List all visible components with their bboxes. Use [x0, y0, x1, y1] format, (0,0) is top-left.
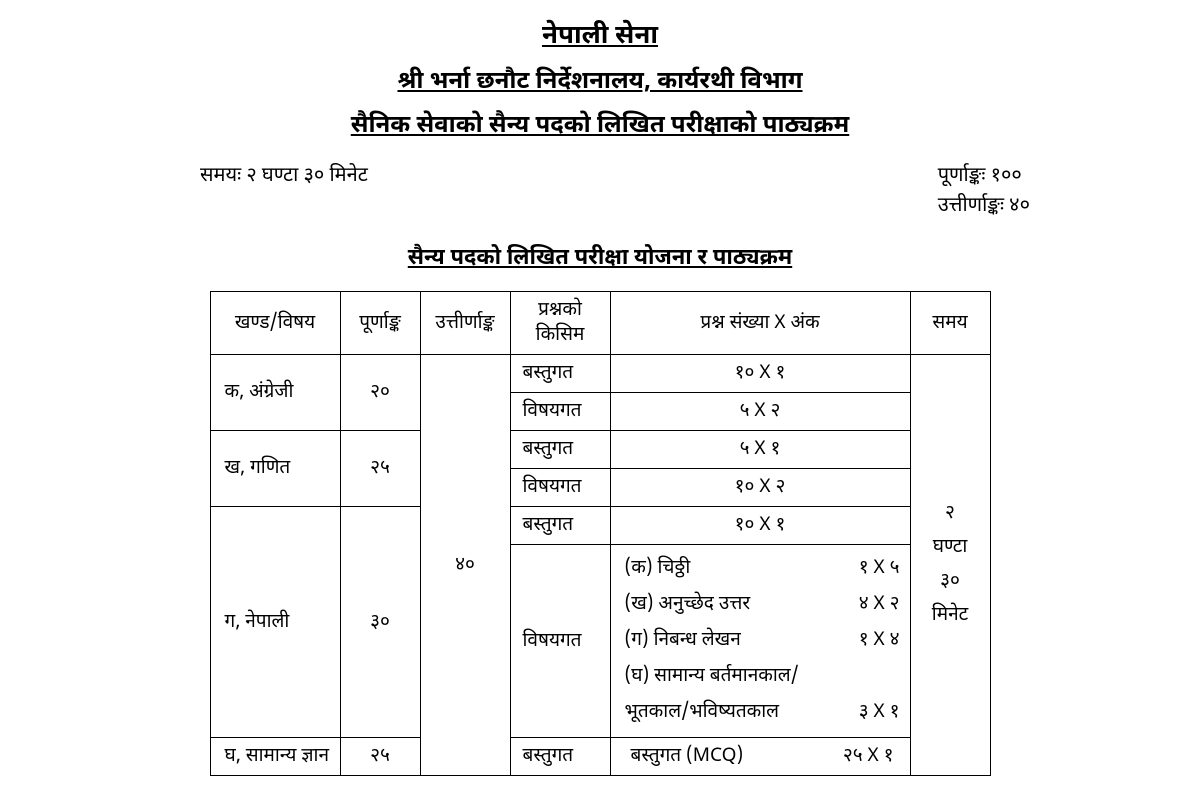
section-gk: घ, सामान्य ज्ञान — [210, 738, 340, 776]
english-type-2: विषयगत — [510, 393, 610, 431]
table-row: क, अंग्रेजी २० ४० बस्तुगत १० X १ २ घण्टा… — [210, 355, 990, 393]
gk-full: २५ — [340, 738, 420, 776]
section-nepali: ग, नेपाली — [210, 507, 340, 738]
full-marks-label: पूर्णाङ्कः १०० — [938, 164, 1030, 190]
table-row: ग, नेपाली ३० बस्तुगत १० X १ — [210, 507, 990, 545]
english-q-1: १० X १ — [610, 355, 910, 393]
nepali-l5a: भूतकाल/भविष्यतकाल — [625, 695, 780, 731]
col-section: खण्ड/विषय — [210, 292, 340, 355]
col-time: समय — [910, 292, 990, 355]
col-pass-marks: उत्तीर्णाङ्क — [420, 292, 510, 355]
table-header-row: खण्ड/विषय पूर्णाङ्क उत्तीर्णाङ्क प्रश्नक… — [210, 292, 990, 355]
nepali-full: ३० — [340, 507, 420, 738]
main-title-1: नेपाली सेना — [20, 20, 1180, 54]
gk-type: बस्तुगत — [510, 738, 610, 776]
math-q-1: ५ X १ — [610, 431, 910, 469]
english-type-1: बस्तुगत — [510, 355, 610, 393]
syllabus-table: खण्ड/विषय पूर्णाङ्क उत्तीर्णाङ्क प्रश्नक… — [210, 291, 991, 776]
col-questions-marks: प्रश्न संख्या X अंक — [610, 292, 910, 355]
marks-block: पूर्णाङ्कः १०० उत्तीर्णाङ्कः ४० — [938, 164, 1030, 224]
info-row: समयः २ घण्टा ३० मिनेट पूर्णाङ्कः १०० उत्… — [20, 154, 1180, 224]
math-q-2: १० X २ — [610, 469, 910, 507]
pass-marks-label: उत्तीर्णाङ्कः ४० — [938, 194, 1030, 220]
english-full: २० — [340, 355, 420, 431]
nepali-l3a: (ग) निबन्ध लेखन — [625, 623, 741, 659]
nepali-l2a: (ख) अनुच्छेद उत्तर — [625, 587, 751, 623]
nepali-l5b: ३ X १ — [859, 695, 900, 731]
time-cell: २ घण्टा ३० मिनेट — [910, 355, 990, 776]
col-question-type: प्रश्नको किसिम — [510, 292, 610, 355]
nepali-type-1: बस्तुगत — [510, 507, 610, 545]
section-math: ख, गणित — [210, 431, 340, 507]
main-title-2: श्री भर्ना छनौट निर्देशनालय, कार्यरथी वि… — [20, 66, 1180, 98]
nepali-l1a: (क) चिठ्ठी — [625, 551, 691, 587]
gk-mcq-cell: बस्तुगत (MCQ) २५ X १ — [610, 738, 910, 776]
time-label: समयः २ घण्टा ३० मिनेट — [200, 164, 368, 224]
time-l3: ३० — [921, 565, 980, 599]
english-q-2: ५ X २ — [610, 393, 910, 431]
nepali-detail-lines: (क) चिठ्ठी१ X ५ (ख) अनुच्छेद उत्तर४ X २ … — [610, 545, 910, 738]
pass-marks-cell: ४० — [420, 355, 510, 776]
main-title-3: सैनिक सेवाको सैन्य पदको लिखित परीक्षाको … — [20, 110, 1180, 142]
table-row: घ, सामान्य ज्ञान २५ बस्तुगत बस्तुगत (MCQ… — [210, 738, 990, 776]
document-root: नेपाली सेना श्री भर्ना छनौट निर्देशनालय,… — [20, 20, 1180, 776]
sub-heading: सैन्य पदको लिखित परीक्षा योजना र पाठ्यक्… — [20, 244, 1180, 273]
math-type-2: विषयगत — [510, 469, 610, 507]
gk-mcq-a: बस्तुगत (MCQ) — [631, 744, 744, 769]
gk-mcq-b: २५ X १ — [843, 744, 894, 769]
col-full-marks: पूर्णाङ्क — [340, 292, 420, 355]
math-type-1: बस्तुगत — [510, 431, 610, 469]
time-l2: घण्टा — [921, 531, 980, 565]
math-full: २५ — [340, 431, 420, 507]
nepali-q-1: १० X १ — [610, 507, 910, 545]
section-english: क, अंग्रेजी — [210, 355, 340, 431]
table-row: ख, गणित २५ बस्तुगत ५ X १ — [210, 431, 990, 469]
nepali-l3b: १ X ४ — [859, 623, 900, 659]
time-l1: २ — [921, 497, 980, 531]
nepali-l2b: ४ X २ — [859, 587, 900, 623]
nepali-l4a: (घ) सामान्य बर्तमानकाल/ — [625, 659, 799, 695]
time-l4: मिनेट — [921, 599, 980, 633]
nepali-l1b: १ X ५ — [859, 551, 900, 587]
nepali-type-2: विषयगत — [510, 545, 610, 738]
